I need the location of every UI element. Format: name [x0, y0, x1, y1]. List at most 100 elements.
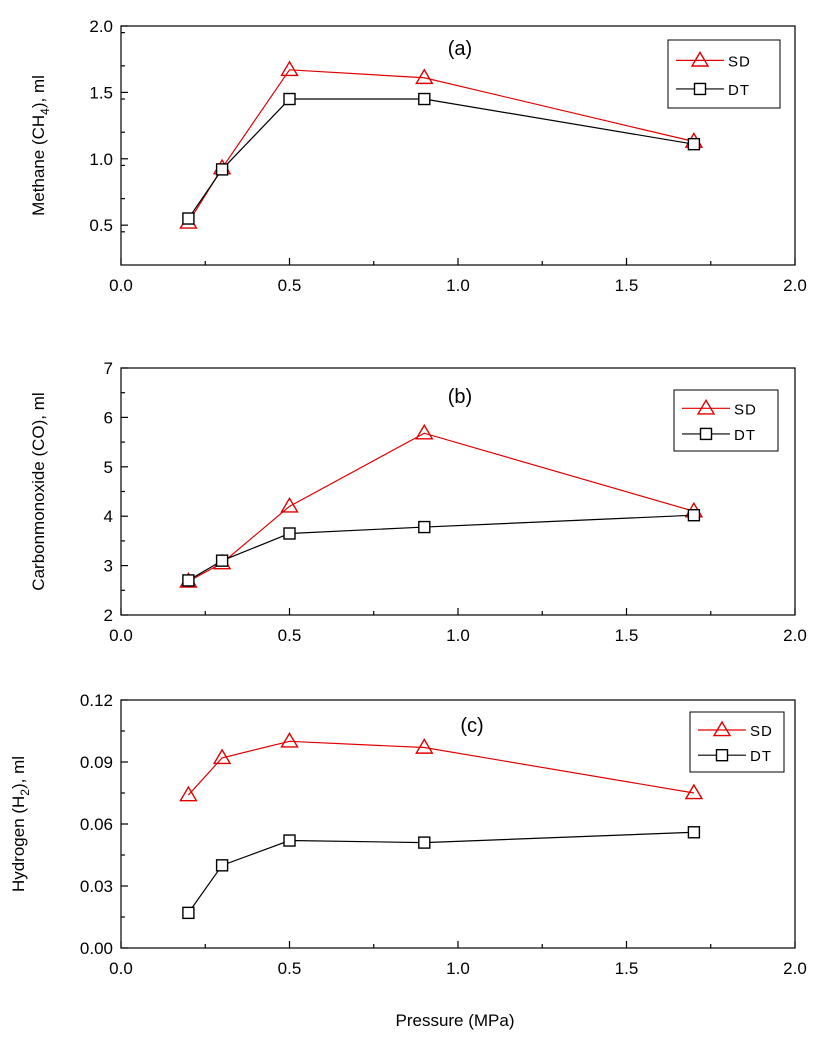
legend-box — [673, 389, 779, 452]
series-sd — [179, 60, 704, 229]
x-tick-label: 0.5 — [278, 276, 302, 295]
y-tick-label: 4 — [104, 507, 113, 526]
legend-swatch-marker — [715, 749, 729, 762]
y-tick-label: 0.09 — [80, 753, 113, 772]
data-point-dt — [182, 212, 195, 225]
y-tick-label: 5 — [104, 458, 113, 477]
y-axis-title-main: Hydrogen (H — [9, 796, 28, 892]
data-point-dt — [418, 520, 431, 534]
legend-box — [689, 711, 785, 773]
data-point-sd — [415, 423, 434, 440]
y-axis-title-subscript: 2 — [18, 789, 32, 796]
x-tick-label: 1.0 — [446, 959, 470, 978]
series-sd — [179, 423, 704, 588]
legend-label-sd: SD — [750, 723, 773, 740]
panel-label: (a) — [448, 38, 472, 60]
data-point-dt — [283, 527, 296, 540]
legend: SD DT — [673, 389, 779, 452]
series-dt — [182, 826, 701, 920]
series-line-sd — [187, 740, 694, 796]
data-point-sd — [415, 68, 434, 85]
panel-c-hydrogen: 0.0 0.5 1.0 1.5 2.0 0.00 0.03 0.06 0.09 0.12 Hydro… — [9, 691, 807, 978]
data-point-dt — [182, 574, 195, 587]
data-point-dt — [215, 859, 229, 872]
legend-box — [667, 39, 781, 109]
series-sd — [179, 731, 704, 802]
legend: SD DT — [667, 39, 781, 109]
data-point-dt — [418, 836, 431, 849]
y-tick-label: 0.00 — [80, 939, 113, 958]
legend-swatch-marker — [699, 427, 713, 441]
y-tick-label: 0.06 — [80, 815, 113, 834]
legend-label-dt: DT — [728, 82, 750, 99]
x-tick-label: 0.0 — [109, 959, 133, 978]
data-point-dt — [215, 554, 229, 567]
data-point-dt — [687, 509, 701, 522]
data-point-dt — [215, 163, 229, 176]
data-point-sd — [179, 785, 198, 802]
y-axis-title: Hydrogen (H2), ml — [9, 756, 32, 892]
x-tick-label: 1.0 — [446, 626, 470, 645]
data-point-dt — [687, 826, 701, 839]
x-tick-label: 1.5 — [615, 626, 639, 645]
y-axis-title-subscript: 4 — [38, 108, 52, 115]
y-tick-label: 0.5 — [89, 216, 113, 235]
data-point-sd — [280, 496, 299, 513]
y-tick-label: 1.5 — [89, 83, 113, 102]
y-tick-label: 6 — [104, 408, 113, 427]
y-tick-label: 3 — [104, 557, 113, 576]
y-tick-label: 0.03 — [80, 877, 113, 896]
y-axis-title-tail: ), ml — [9, 756, 28, 789]
x-tick-label: 2.0 — [783, 959, 807, 978]
y-tick-label: 7 — [104, 359, 113, 378]
y-axis-title-main: Methane (CH — [29, 115, 48, 216]
data-point-sd — [280, 731, 299, 748]
series-line-dt — [187, 98, 694, 219]
data-point-sd — [212, 748, 232, 765]
series-line-sd — [187, 69, 695, 223]
legend-swatch-marker — [693, 82, 707, 96]
y-axis-title-tail: ), ml — [29, 75, 48, 108]
data-point-sd — [280, 60, 299, 77]
y-axis-title: Carbonmonoxide (CO), ml — [29, 392, 48, 590]
data-point-dt — [283, 92, 296, 106]
legend-label-dt: DT — [734, 427, 756, 444]
panel-a-methane: 0.0 0.5 1.0 1.5 2.0 0.5 1.0 1.5 2.0 Methane (CH4)… — [29, 17, 807, 295]
legend-swatch-marker — [712, 720, 732, 737]
legend-label-sd: SD — [728, 53, 751, 70]
x-tick-label: 1.0 — [446, 276, 470, 295]
series-line-dt — [188, 514, 694, 581]
x-tick-label: 2.0 — [783, 276, 807, 295]
data-point-dt — [283, 834, 296, 847]
y-tick-label: 2.0 — [89, 17, 113, 36]
x-tick-label: 0.0 — [109, 276, 133, 295]
data-point-dt — [687, 137, 701, 151]
x-tick-label: 0.5 — [278, 959, 302, 978]
data-point-dt — [418, 92, 431, 106]
legend-swatch-marker — [690, 51, 710, 67]
legend: SD DT — [689, 711, 785, 773]
y-axis-title-main: Carbonmonoxide (CO), ml — [29, 392, 48, 590]
x-tick-label: 1.5 — [615, 959, 639, 978]
data-point-sd — [415, 738, 434, 754]
legend-label-dt: DT — [750, 748, 772, 765]
x-tick-label: 1.5 — [615, 276, 639, 295]
x-tick-label: 0.0 — [109, 626, 133, 645]
data-point-sd — [684, 783, 704, 800]
panel-label: (c) — [460, 715, 483, 737]
series-dt — [182, 92, 701, 225]
y-axis-title: Methane (CH4), ml — [29, 75, 52, 216]
series-line-sd — [188, 432, 695, 582]
y-tick-label: 2 — [104, 606, 113, 625]
y-tick-label: 1.0 — [89, 150, 113, 169]
data-point-dt — [182, 906, 195, 920]
legend-swatch-marker — [696, 398, 716, 415]
panel-b-carbon-monoxide: 0.0 0.5 1.0 1.5 2.0 2 3 4 5 6 7 Carbonmonoxide (CO)… — [29, 359, 807, 645]
x-axis-title: Pressure (MPa) — [395, 1011, 514, 1030]
legend-label-sd: SD — [734, 401, 757, 418]
x-tick-label: 0.5 — [278, 626, 302, 645]
series-line-dt — [187, 831, 694, 914]
series-dt — [182, 509, 701, 587]
y-tick-label: 0.12 — [80, 691, 113, 710]
